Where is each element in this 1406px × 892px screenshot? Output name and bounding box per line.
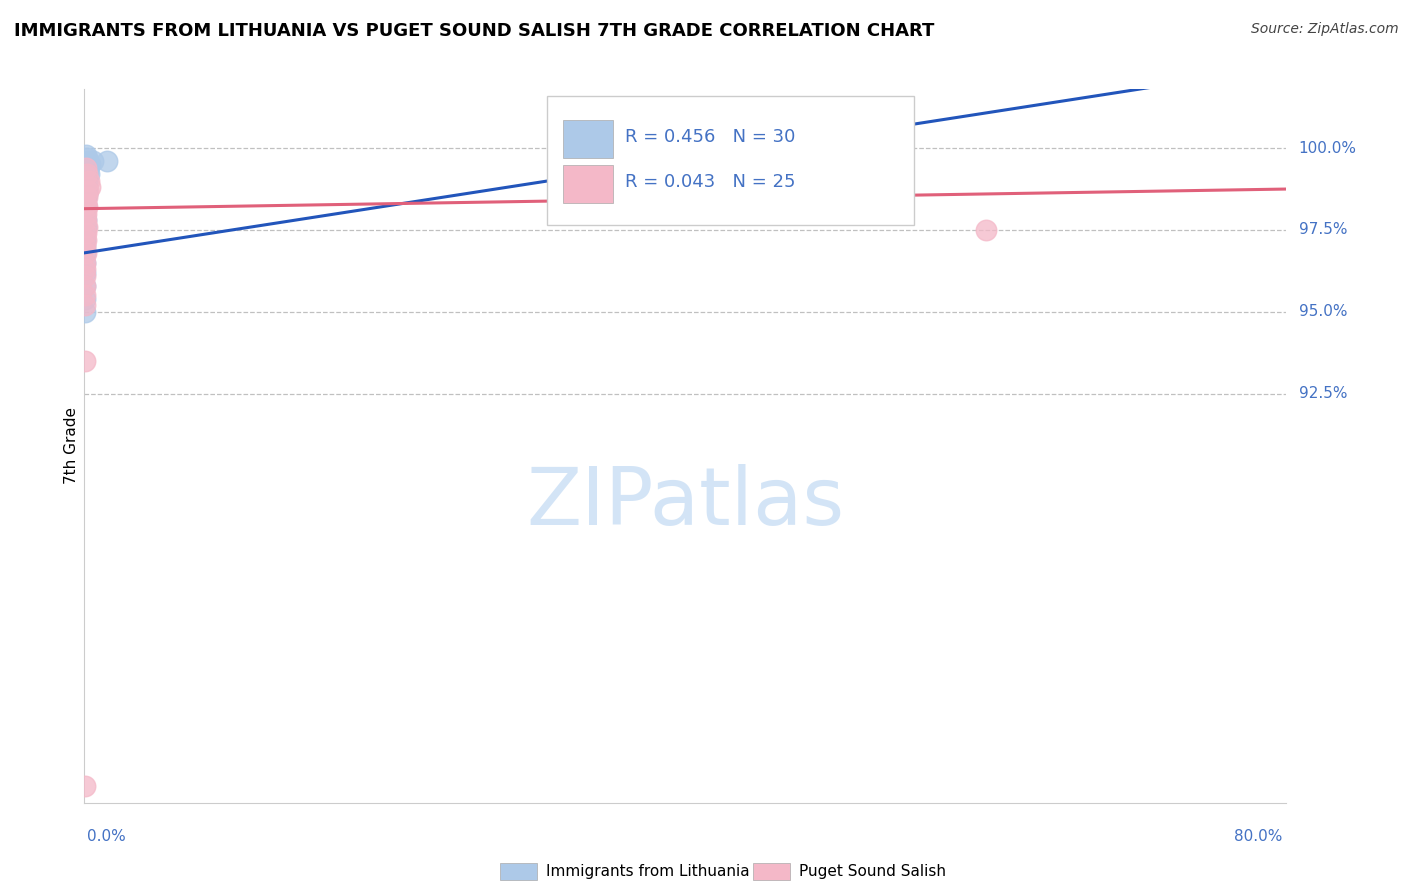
Point <box>76 174 98 188</box>
Point <box>75 184 97 198</box>
Point <box>76 200 98 214</box>
Y-axis label: 7th Grade: 7th Grade <box>63 408 79 484</box>
Point <box>76 186 98 201</box>
Point <box>73 278 96 293</box>
Point <box>75 245 97 260</box>
Point <box>77 174 100 188</box>
Point <box>79 180 101 194</box>
Text: ZIPatlas: ZIPatlas <box>526 464 845 542</box>
Point <box>75 219 97 234</box>
Point <box>75 233 97 247</box>
Text: Immigrants from Lithuania: Immigrants from Lithuania <box>546 864 749 879</box>
Point <box>75 255 97 269</box>
Point <box>73 268 96 283</box>
Point <box>75 196 97 211</box>
Point <box>75 226 97 240</box>
Point <box>75 262 97 277</box>
Point <box>76 180 98 194</box>
Point <box>75 213 97 227</box>
Point <box>77 154 100 169</box>
Point <box>73 288 96 302</box>
Point <box>644 164 666 178</box>
Point <box>73 245 96 260</box>
Point <box>73 354 96 368</box>
Point <box>75 170 97 185</box>
Text: 95.0%: 95.0% <box>1299 304 1347 319</box>
Text: Source: ZipAtlas.com: Source: ZipAtlas.com <box>1251 22 1399 37</box>
Point <box>75 200 97 214</box>
Point <box>73 266 96 280</box>
Point <box>75 206 97 220</box>
Text: R = 0.456   N = 30: R = 0.456 N = 30 <box>626 128 796 146</box>
FancyBboxPatch shape <box>501 863 537 880</box>
Point <box>974 223 997 237</box>
Point <box>77 167 100 181</box>
Point <box>73 780 96 794</box>
Point <box>73 292 96 306</box>
Point <box>75 161 97 175</box>
Text: 80.0%: 80.0% <box>1234 830 1282 844</box>
Point <box>75 213 97 227</box>
Text: Puget Sound Salish: Puget Sound Salish <box>799 864 946 879</box>
Point <box>75 190 97 204</box>
Point <box>76 151 98 165</box>
FancyBboxPatch shape <box>547 96 914 225</box>
Text: 92.5%: 92.5% <box>1299 386 1347 401</box>
Point <box>96 154 118 169</box>
Text: 100.0%: 100.0% <box>1299 141 1357 155</box>
Point <box>76 167 98 181</box>
Text: 97.5%: 97.5% <box>1299 222 1347 237</box>
Point <box>75 226 97 240</box>
Point <box>76 161 98 175</box>
Point <box>75 147 97 161</box>
Point <box>75 239 97 253</box>
FancyBboxPatch shape <box>562 120 613 159</box>
Text: 0.0%: 0.0% <box>87 830 127 844</box>
Point <box>77 184 100 198</box>
Point <box>75 239 97 253</box>
Point <box>75 206 97 220</box>
Point <box>73 278 96 293</box>
Point <box>75 196 97 211</box>
Point <box>79 157 101 171</box>
Point <box>73 298 96 312</box>
FancyBboxPatch shape <box>562 165 613 203</box>
Point <box>75 233 97 247</box>
Point <box>76 164 98 178</box>
Point <box>75 177 97 191</box>
Point <box>75 255 97 269</box>
Point <box>76 190 98 204</box>
FancyBboxPatch shape <box>754 863 790 880</box>
Point <box>73 305 96 319</box>
Text: IMMIGRANTS FROM LITHUANIA VS PUGET SOUND SALISH 7TH GRADE CORRELATION CHART: IMMIGRANTS FROM LITHUANIA VS PUGET SOUND… <box>14 22 935 40</box>
Point <box>82 154 104 169</box>
Point <box>76 219 98 234</box>
Text: R = 0.043   N = 25: R = 0.043 N = 25 <box>626 173 796 191</box>
